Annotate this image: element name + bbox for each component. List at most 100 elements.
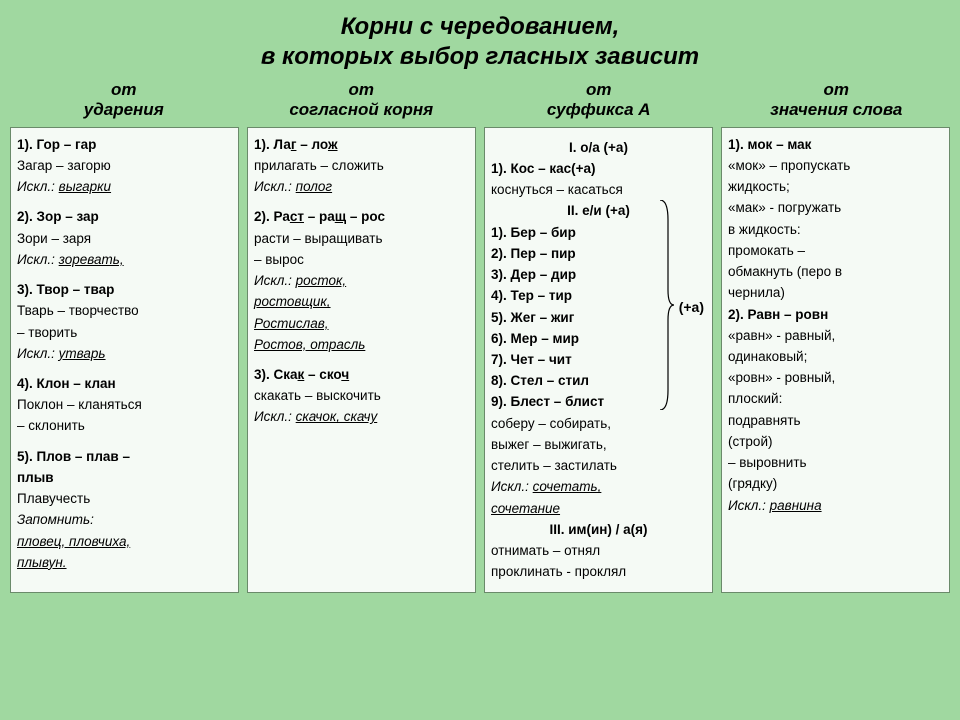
header-1-b: ударения [84,100,164,119]
c2-i2-excl-label: Искл.: [254,273,296,288]
c4-i2-h: (грядку) [728,475,943,493]
c3-ex1: соберу – собирать, [491,415,706,433]
c2-i2-excl3: Ростислав, [254,315,469,333]
c1-i1-excl: выгарки [59,179,111,194]
c3-ex2: выжег – выжигать, [491,436,706,454]
c2-i3-excl: скачок, скачу [296,409,378,424]
column-headers: от ударения от согласной корня от суффик… [10,80,950,121]
c2-i1-post: – ло [296,137,327,152]
c4-i1-a: «мок» – пропускать [728,157,943,175]
c1-i5-zap-label: Запомнить: [17,511,232,529]
columns-container: 1). Гор – гар Загар – загорю Искл.: выга… [10,127,950,594]
c2-i1-excl-label: Искл.: [254,179,296,194]
brace-icon [658,200,674,410]
c3-i1-ex: коснуться – касаться [491,181,706,199]
c3-s3a: отнимать – отнял [491,542,706,560]
c2-i2-mid: – ра [304,209,335,224]
c2-i1-excl: полог [296,179,332,194]
c1-i2-excl-label: Искл.: [17,252,59,267]
c1-i3-ex1: Тварь – творчество [17,302,232,320]
c2-i2-excl1: росток, [296,273,347,288]
c1-i3-excl: утварь [59,346,106,361]
c1-i5-zap1: пловец, пловчиха, [17,533,232,551]
c2-i3-head: 3). Скак – скоч [254,366,469,384]
c3-sec1: I. о/а (+а) [491,139,706,157]
header-4-a: от [824,80,850,99]
c4-i2-b: одинаковый; [728,348,943,366]
c1-i3-ex2: – творить [17,324,232,342]
c3-excl1: сочетать, [533,479,602,494]
c4-i1-c: «мак» - погружать [728,199,943,217]
header-4-b: значения слова [770,100,902,119]
header-1-a: от [111,80,137,99]
page-title: Корни с чередованием, в которых выбор гл… [10,12,950,72]
c2-i3-pre: 3). Ска [254,367,298,382]
c1-i2-ex: Зори – заря [17,230,232,248]
c2-i1-head: 1). Лаг – лож [254,136,469,154]
c1-i1-head: 1). Гор – гар [17,137,96,152]
c2-i3-excl-label: Искл.: [254,409,296,424]
c2-i2-ul1: ст [290,209,304,224]
header-2-b: согласной корня [289,100,433,119]
c2-i3-ul2: ч [341,367,349,382]
c2-i2-ul2: щ [335,209,346,224]
c2-i1-pre: 1). Ла [254,137,291,152]
c4-i1-head: 1). мок – мак [728,137,811,152]
c4-i1-b: жидкость; [728,178,943,196]
header-3-b: суффикса А [547,100,651,119]
c3-s3b: проклинать - проклял [491,563,706,581]
header-4: от значения слова [723,80,951,121]
c1-i5-head2: плыв [17,470,54,485]
c4-i2-a: «равн» - равный, [728,327,943,345]
column-meaning: 1). мок – мак «мок» – пропускать жидкост… [721,127,950,594]
c4-i2-e: подравнять [728,412,943,430]
c4-i1-g: чернила) [728,284,943,302]
c3-excl-label: Искл.: [491,479,533,494]
header-3: от суффикса А [485,80,713,121]
plus-a-label: (+а) [679,298,704,317]
c4-i2-f: (строй) [728,433,943,451]
c3-i1: 1). Кос – кас(+а) [491,160,706,178]
title-line-2: в которых выбор гласных зависит [261,43,699,70]
c1-i4-head: 4). Клон – клан [17,376,116,391]
header-3-a: от [586,80,612,99]
c1-i1-excl-label: Искл.: [17,179,59,194]
title-line-1: Корни с чередованием, [341,13,620,40]
c1-i2-excl: зоревать, [59,252,124,267]
c2-i2-ex1: расти – выращивать [254,230,469,248]
c1-i5-zap2: плывун. [17,554,232,572]
c2-i2-pre: 2). Ра [254,209,290,224]
c2-i2-excl2: ростовщик, [254,293,469,311]
c1-i4-ex2: – склонить [17,417,232,435]
c1-i2-head: 2). Зор – зар [17,209,99,224]
c1-i1-ex: Загар – загорю [17,157,232,175]
c4-i2-d: плоский: [728,390,943,408]
column-consonant: 1). Лаг – лож прилагать – сложить Искл.:… [247,127,476,594]
c2-i3-ex: скакать – выскочить [254,387,469,405]
column-suffix-a: I. о/а (+а) 1). Кос – кас(+а) коснуться … [484,127,713,594]
c1-i3-head: 3). Твор – твар [17,282,114,297]
c1-i3-excl-label: Искл.: [17,346,59,361]
c2-i2-post: – рос [346,209,385,224]
c1-i5-ex1: Плавучесть [17,490,232,508]
c2-i2-excl4: Ростов, отрасль [254,336,469,354]
c1-i4-ex1: Поклон – кланяться [17,396,232,414]
c2-i2-ex2: – вырос [254,251,469,269]
c2-i1-ex: прилагать – сложить [254,157,469,175]
c4-i2-excl: равнина [770,498,822,513]
c2-i1-ul2: ж [328,137,338,152]
c2-i3-mid: – ско [304,367,341,382]
c3-sec3: III. им(ин) / а(я) [491,521,706,539]
header-2: от согласной корня [248,80,476,121]
c4-i1-d: в жидкость: [728,221,943,239]
c2-i2-head: 2). Раст – ращ – рос [254,208,469,226]
c4-i1-f: обмакнуть (перо в [728,263,943,281]
c4-i2-c: «ровн» - ровный, [728,369,943,387]
header-1: от ударения [10,80,238,121]
c4-i2-g: – выровнить [728,454,943,472]
column-stress: 1). Гор – гар Загар – загорю Искл.: выга… [10,127,239,594]
c4-i2-excl-label: Искл.: [728,498,770,513]
c4-i1-e: промокать – [728,242,943,260]
c1-i5-head: 5). Плов – плав – [17,449,130,464]
header-2-a: от [349,80,375,99]
